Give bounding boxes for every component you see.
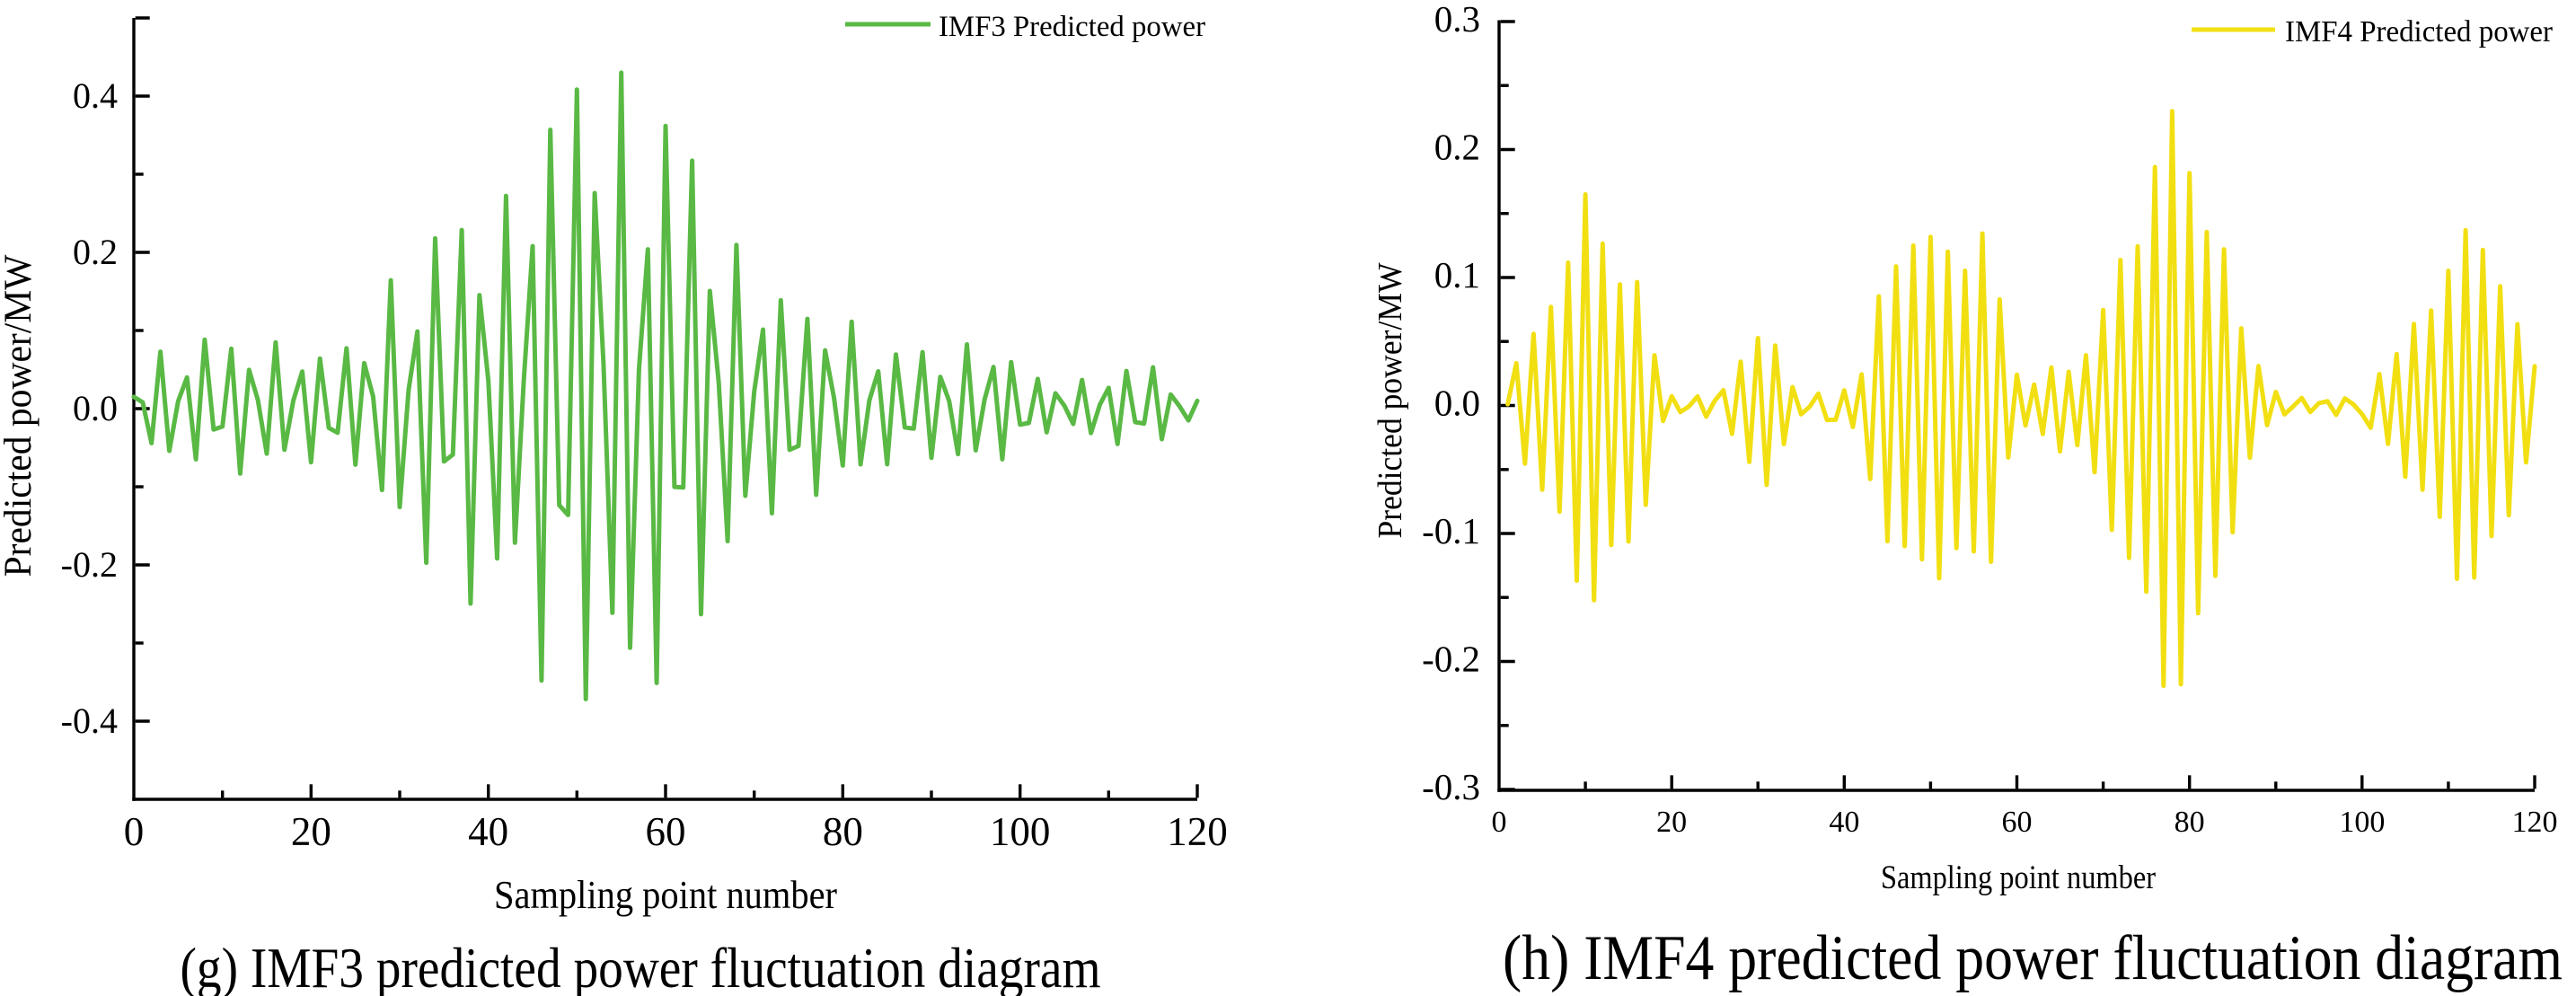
- svg-text:IMF3 Predicted power: IMF3 Predicted power: [939, 11, 1205, 43]
- svg-text:Sampling point number: Sampling point number: [1881, 859, 2156, 896]
- svg-text:20: 20: [291, 809, 331, 854]
- svg-text:(h) IMF4 predicted power fluct: (h) IMF4 predicted power fluctuation dia…: [1503, 923, 2563, 993]
- svg-text:Predicted power/MW: Predicted power/MW: [1372, 262, 1409, 538]
- svg-text:-0.4: -0.4: [61, 701, 118, 741]
- svg-text:40: 40: [468, 809, 508, 854]
- svg-text:0.0: 0.0: [1434, 383, 1480, 424]
- svg-text:120: 120: [1167, 809, 1228, 854]
- svg-text:-0.2: -0.2: [1422, 639, 1480, 680]
- svg-text:0.3: 0.3: [1434, 0, 1480, 40]
- svg-text:0.2: 0.2: [73, 232, 118, 272]
- svg-text:Predicted power/MW: Predicted power/MW: [0, 254, 40, 577]
- svg-text:80: 80: [2175, 806, 2205, 839]
- svg-text:0: 0: [1492, 806, 1507, 839]
- svg-text:(g) IMF3 predicted power fluct: (g) IMF3 predicted power fluctuation dia…: [181, 937, 1101, 996]
- svg-text:100: 100: [2339, 806, 2385, 839]
- svg-text:0: 0: [124, 809, 145, 854]
- svg-text:120: 120: [2512, 806, 2558, 839]
- svg-text:-0.2: -0.2: [61, 544, 118, 585]
- svg-text:0.0: 0.0: [73, 388, 118, 428]
- svg-text:0.2: 0.2: [1434, 127, 1480, 168]
- svg-text:60: 60: [646, 809, 686, 854]
- svg-text:40: 40: [1829, 806, 1859, 839]
- svg-text:0.4: 0.4: [73, 75, 118, 116]
- svg-text:80: 80: [823, 809, 863, 854]
- svg-text:Sampling point number: Sampling point number: [494, 873, 837, 917]
- svg-text:0.1: 0.1: [1434, 254, 1480, 295]
- svg-text:100: 100: [990, 809, 1051, 854]
- svg-text:60: 60: [2002, 806, 2033, 839]
- svg-text:-0.1: -0.1: [1422, 510, 1480, 551]
- svg-text:IMF4 Predicted power: IMF4 Predicted power: [2285, 15, 2554, 48]
- svg-text:20: 20: [1656, 806, 1687, 839]
- svg-text:-0.3: -0.3: [1422, 766, 1480, 807]
